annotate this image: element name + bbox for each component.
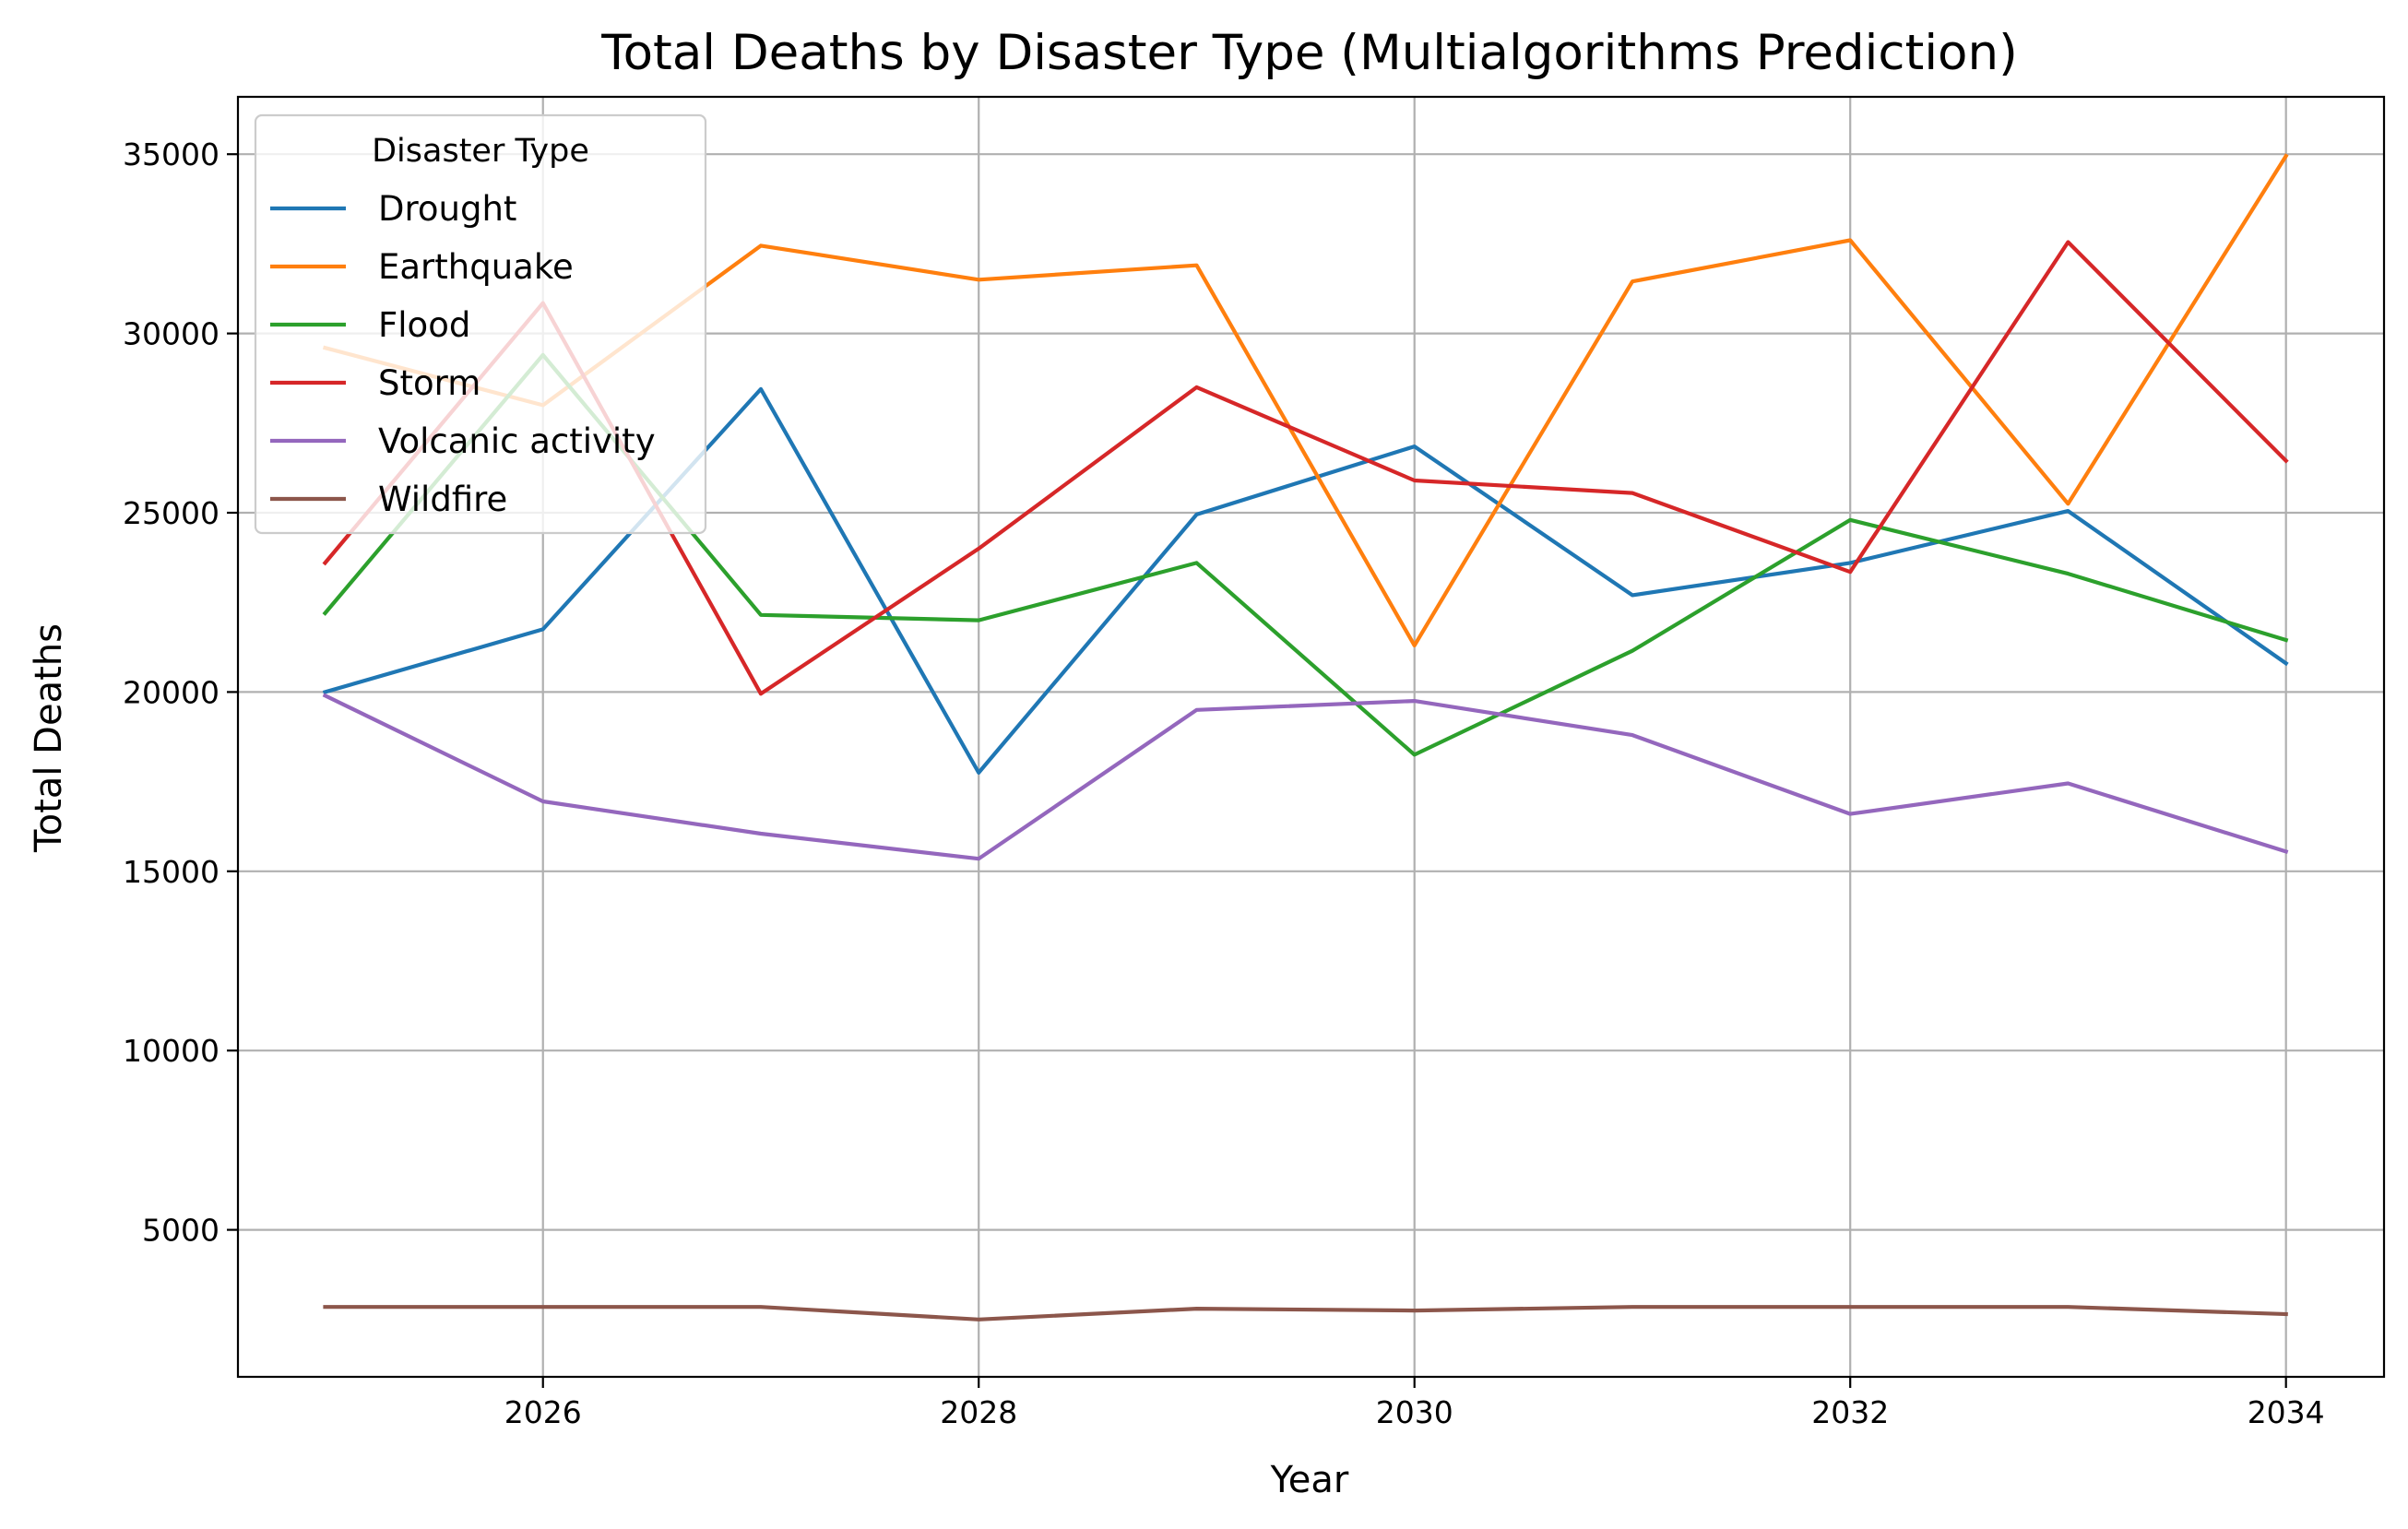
x-axis-label: Year: [1270, 1459, 1349, 1501]
y-tick-label: 35000: [123, 136, 219, 172]
axis-ticks: 2026 2028 2030 2032 2034 5000 10000 15000 20000 2…: [123, 136, 2325, 1430]
x-tick-label: 2030: [1376, 1394, 1453, 1430]
y-tick-label: 25000: [123, 495, 219, 531]
plot-frame: [236, 95, 2386, 1379]
y-tick-label: 5000: [142, 1213, 219, 1249]
chart-title: Total Deaths by Disaster Type (Multialgo…: [600, 25, 2018, 81]
legend-label-storm: Storm: [378, 363, 480, 403]
y-tick-label: 10000: [123, 1033, 219, 1069]
y-axis-label: Total Deaths: [28, 623, 70, 853]
x-tick-label: 2026: [504, 1394, 582, 1430]
series-line-wildfire: [323, 1305, 2288, 1322]
legend-label-volcanic-activity: Volcanic activity: [378, 421, 656, 461]
legend-label-flood: Flood: [378, 305, 470, 345]
legend-title: Disaster Type: [372, 133, 589, 170]
legend-label-wildfire: Wildfire: [378, 480, 507, 519]
y-tick-label: 15000: [123, 854, 219, 890]
y-tick-label: 30000: [123, 316, 219, 352]
legend-label-drought: Drought: [378, 189, 516, 229]
legend: Disaster Type Drought Earthquake Flood Stor…: [254, 113, 707, 535]
x-tick-label: 2034: [2248, 1394, 2325, 1430]
legend-box: [254, 113, 707, 535]
x-tick-label: 2028: [940, 1394, 1017, 1430]
legend-label-earthquake: Earthquake: [378, 247, 574, 287]
y-tick-label: 20000: [123, 674, 219, 710]
x-tick-label: 2032: [1811, 1394, 1889, 1430]
grid: [238, 97, 2384, 1377]
series-line-volcanic-activity: [322, 693, 2289, 861]
